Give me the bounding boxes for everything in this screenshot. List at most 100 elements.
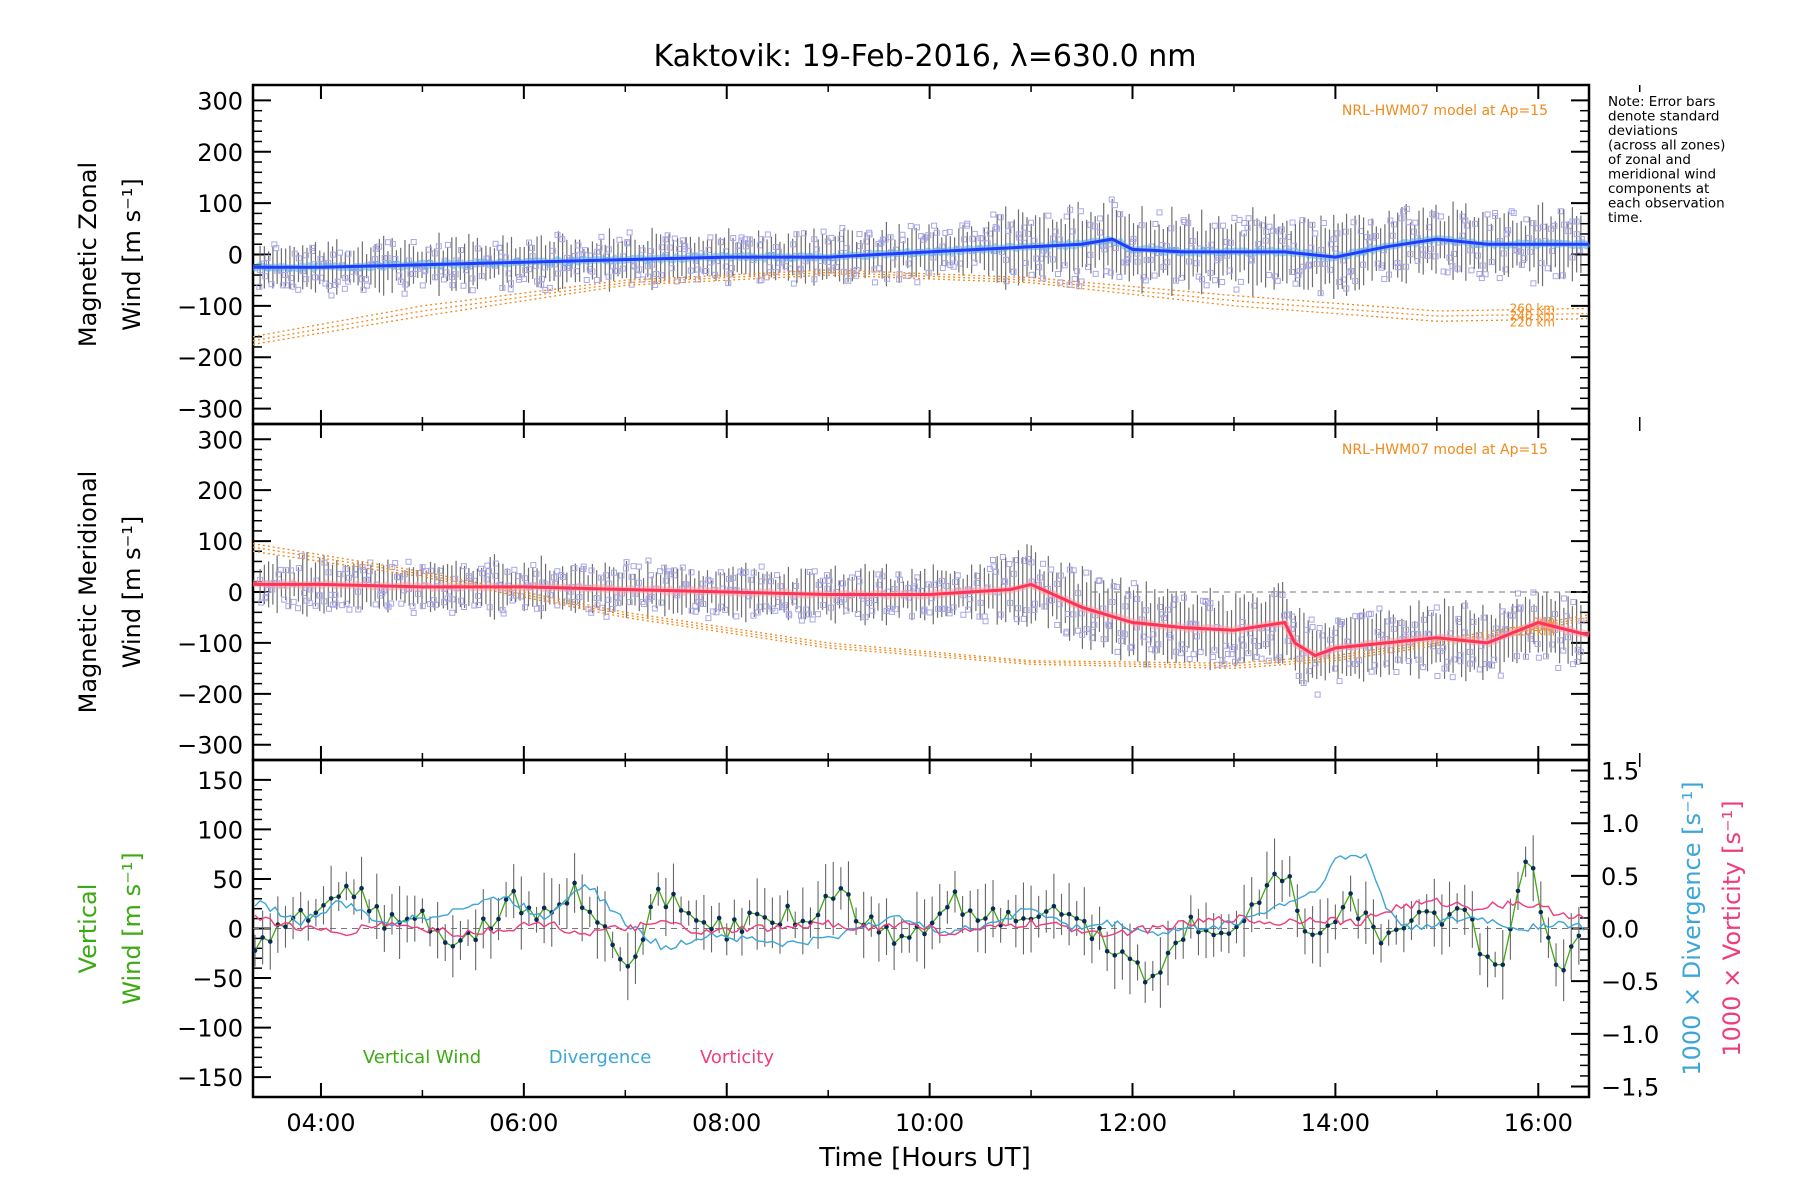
scatter-point (1150, 631, 1157, 638)
scatter-point (827, 604, 834, 611)
scatter-point (925, 232, 932, 239)
scatter-point (658, 244, 665, 251)
scatter-point (1211, 647, 1218, 654)
vertical-wind-point (298, 907, 303, 913)
vertical-wind-point (503, 897, 509, 902)
y-tick-label-right: 1.5 (1601, 758, 1639, 786)
scatter-point (529, 244, 536, 251)
y-tick-label-right: 1.0 (1601, 810, 1639, 838)
vertical-wind-point (1180, 937, 1186, 942)
scatter-point (811, 568, 818, 575)
scatter-point (385, 239, 392, 246)
scatter-point (554, 231, 561, 238)
scatter-point (764, 231, 771, 238)
scatter-point (1444, 269, 1451, 276)
scatter-point (478, 273, 485, 280)
scatter-point (485, 568, 492, 575)
scatter-point (703, 268, 710, 275)
scatter-point (961, 236, 968, 243)
scatter-point (992, 224, 999, 231)
scatter-point (1441, 665, 1448, 672)
note-line: of zonal and (1608, 152, 1691, 168)
scatter-point (942, 229, 949, 236)
scatter-point (560, 574, 567, 581)
scatter-point (1342, 228, 1349, 235)
scatter-point (1352, 613, 1359, 620)
scatter-point (611, 569, 618, 576)
x-tick-label: 10:00 (895, 1109, 964, 1137)
vertical-wind-point (960, 912, 965, 917)
scatter-point (639, 247, 646, 254)
scatter-point (317, 256, 324, 263)
scatter-point (1181, 645, 1188, 652)
scatter-point (339, 602, 346, 609)
vertical-wind-point (1416, 909, 1422, 915)
scatter-point (933, 229, 940, 236)
scatter-point (475, 592, 482, 599)
scatter-point (1007, 221, 1014, 228)
scatter-point (1155, 641, 1162, 648)
scatter-point (1461, 629, 1468, 636)
y-tick-label: 0 (228, 242, 243, 270)
y-tick-label: −200 (177, 344, 243, 372)
scatter-point (288, 567, 295, 574)
scatter-point (839, 580, 846, 587)
vertical-wind-point (1462, 907, 1468, 913)
legend-entry: Vertical Wind (363, 1047, 481, 1068)
scatter-point (1172, 277, 1179, 284)
vertical-wind-point (967, 908, 973, 913)
vertical-wind-point (990, 906, 996, 911)
scatter-point (1245, 650, 1252, 657)
scatter-point (644, 263, 651, 270)
scatter-point (1148, 646, 1155, 653)
scatter-point (504, 568, 511, 575)
scatter-point (1570, 599, 1577, 606)
vertical-wind-point (1264, 883, 1270, 888)
scatter-point (458, 597, 465, 604)
scatter-point (1266, 223, 1273, 230)
y-tick-label-right: −1.5 (1601, 1073, 1659, 1101)
scatter-point (1142, 277, 1149, 284)
scatter-point (1308, 616, 1315, 623)
scatter-point (658, 272, 665, 279)
scatter-point (886, 605, 893, 612)
scatter-point (965, 606, 972, 613)
note-line: denote standard (1608, 109, 1719, 125)
vertical-wind-point (1218, 930, 1224, 936)
scatter-point (401, 290, 408, 297)
scatter-point (1500, 250, 1507, 257)
scatter-point (772, 607, 779, 614)
vertical-wind-point (1325, 923, 1331, 928)
vertical-wind-point (1447, 912, 1452, 917)
vertical-wind-point (1036, 914, 1041, 919)
scatter-point (764, 574, 771, 581)
scatter-point (1180, 594, 1187, 601)
scatter-point (538, 281, 545, 288)
scatter-point (1267, 634, 1274, 641)
scatter-point (1110, 583, 1117, 590)
scatter-point (444, 241, 451, 248)
scatter-point (410, 609, 417, 616)
scatter-point (688, 607, 695, 614)
scatter-point (1446, 254, 1453, 261)
zonal-wind-panel: 300 200 100 0 −100 −200 −300 Magnetic Zonal Wind… (74, 83, 1641, 426)
scatter-point (797, 266, 804, 273)
scatter-point (1557, 208, 1564, 215)
scatter-point (1289, 219, 1296, 226)
vertical-wind-point (382, 926, 387, 931)
vertical-wind-point (1120, 949, 1125, 954)
vertical-wind-point (442, 940, 448, 945)
scatter-point (360, 286, 367, 293)
scatter-point (520, 275, 527, 282)
vertical-wind-point (473, 937, 478, 943)
scatter-point (1316, 625, 1323, 632)
scatter-point (700, 600, 707, 607)
scatter-point (596, 244, 603, 251)
scatter-point (1369, 234, 1376, 241)
scatter-point (685, 247, 692, 254)
scatter-point (410, 271, 417, 278)
scatter-point (1138, 222, 1145, 229)
scatter-point (1220, 222, 1227, 229)
vertical-wind-point (1135, 960, 1140, 965)
scatter-point (814, 611, 821, 618)
